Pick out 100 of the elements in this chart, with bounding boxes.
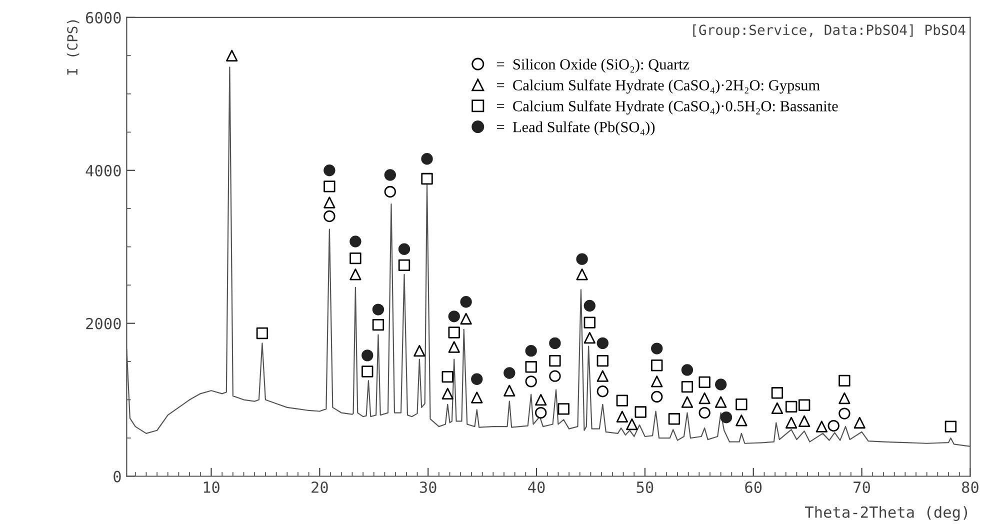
- y-axis-title: I (CPS): [66, 20, 80, 75]
- point: [596, 370, 609, 382]
- point: [634, 406, 646, 418]
- point: [525, 376, 537, 388]
- point: [944, 420, 957, 432]
- point: [350, 236, 362, 248]
- point: [838, 392, 850, 404]
- point: [256, 327, 268, 340]
- point: [584, 316, 596, 328]
- point: [535, 394, 547, 406]
- point: [442, 371, 454, 383]
- x-tick-label: 20: [312, 481, 328, 494]
- point: [616, 394, 628, 406]
- point: [616, 410, 628, 422]
- point: [350, 268, 362, 280]
- point: [736, 414, 748, 426]
- point: [398, 259, 410, 272]
- point: [535, 406, 547, 419]
- point: [596, 386, 609, 398]
- x-tick-label: 50: [636, 481, 654, 494]
- point: [525, 361, 537, 373]
- point: [651, 390, 663, 403]
- point: [504, 367, 516, 379]
- point: [785, 400, 798, 413]
- point: [681, 380, 694, 393]
- point: [651, 342, 663, 354]
- point: [504, 384, 516, 396]
- point: [414, 344, 426, 357]
- point: [681, 364, 694, 376]
- legend-label: = Lead Sulfate (Pb(SO₄)): [496, 121, 655, 136]
- point: [798, 399, 810, 411]
- point: [838, 408, 850, 420]
- point: [448, 326, 460, 338]
- point: [372, 318, 384, 331]
- y-tick-label: 4000: [86, 164, 121, 176]
- point: [549, 337, 561, 350]
- x-tick-label: 40: [528, 481, 545, 494]
- point: [398, 243, 410, 255]
- legend-label: = Calcium Sulfate Hydrate (CaSO₄)·0.5H₂O: Bassanite: [496, 100, 838, 115]
- point: [736, 398, 748, 410]
- point: [448, 341, 460, 353]
- point: [584, 300, 596, 312]
- point: [681, 396, 694, 408]
- point: [471, 373, 483, 385]
- point: [838, 374, 850, 387]
- legend-label: = Calcium Sulfate Hydrate (CaSO₄)·2H₂O: Gypsum: [496, 80, 820, 94]
- point: [576, 253, 588, 265]
- point: [720, 412, 732, 424]
- point: [816, 420, 828, 432]
- x-axis-title: Theta-2Theta (deg): [805, 506, 968, 521]
- point: [471, 392, 483, 404]
- point: [596, 354, 609, 367]
- point: [651, 376, 663, 388]
- legend-label: = Silicon Oxide (SiO₂): Quartz: [496, 58, 690, 73]
- point: [698, 406, 710, 419]
- point: [372, 304, 384, 316]
- point: [668, 413, 680, 425]
- y-tick-label: 0: [114, 470, 121, 482]
- point: [798, 415, 810, 428]
- point: [324, 196, 336, 208]
- y-tick-label: 6000: [86, 12, 121, 24]
- point: [226, 50, 238, 62]
- point: [324, 210, 336, 222]
- point: [596, 337, 609, 350]
- point: [448, 310, 460, 322]
- point: [576, 268, 588, 280]
- x-tick-label: 60: [745, 481, 762, 494]
- point: [771, 387, 784, 399]
- y-tick-label: 2000: [86, 318, 121, 330]
- point: [350, 252, 362, 264]
- x-tick-label: 70: [854, 481, 870, 494]
- point: [384, 169, 396, 181]
- point: [785, 416, 798, 429]
- point: [324, 180, 336, 192]
- point: [362, 350, 374, 362]
- x-tick-label: 10: [204, 481, 220, 494]
- point: [714, 378, 727, 390]
- point: [698, 376, 710, 388]
- point: [324, 164, 336, 176]
- point: [828, 420, 840, 432]
- point: [549, 354, 561, 367]
- x-tick-label: 30: [420, 481, 436, 494]
- point: [854, 416, 866, 429]
- point: [362, 366, 374, 378]
- point: [584, 332, 596, 344]
- point: [714, 396, 727, 408]
- point: [442, 388, 454, 400]
- annotation: [Group:Service, Data:PbSO4] PbSO4: [693, 24, 966, 38]
- point: [460, 296, 472, 308]
- point: [460, 312, 472, 325]
- point: [421, 153, 433, 165]
- point: [771, 402, 784, 414]
- point: [549, 370, 561, 382]
- point: [421, 172, 433, 185]
- point: [525, 344, 537, 357]
- point: [558, 403, 570, 415]
- x-tick-label: 80: [962, 481, 978, 494]
- point: [698, 392, 710, 404]
- point: [626, 418, 638, 430]
- point: [651, 360, 663, 372]
